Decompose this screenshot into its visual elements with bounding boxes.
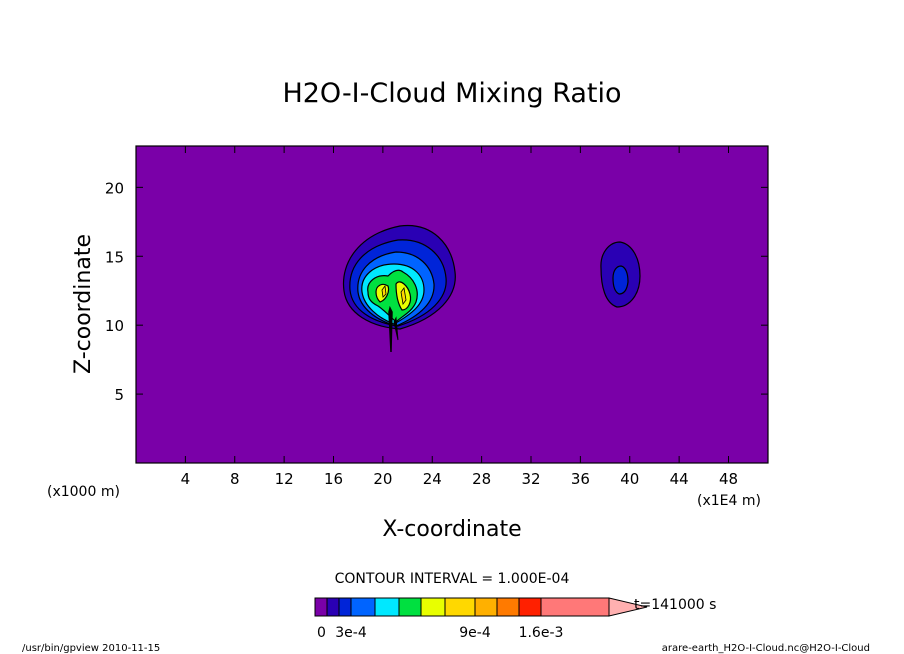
y-tick-label: 10 <box>105 317 124 335</box>
contour-spike <box>388 305 393 353</box>
colorbar-swatch <box>518 597 542 617</box>
y-tick-label: 20 <box>105 179 124 197</box>
x-tick-label: 48 <box>719 470 738 488</box>
colorbar-swatch <box>326 597 340 617</box>
x-tick-label: 16 <box>324 470 343 488</box>
plot-background <box>136 146 768 463</box>
colorbar-swatch <box>474 597 498 617</box>
contour-spike-2 <box>393 316 399 341</box>
x-tick-label: 28 <box>472 470 491 488</box>
x-scale-note: (x1E4 m) <box>697 493 761 509</box>
y-tick-label: 15 <box>105 248 124 266</box>
colorbar-swatch <box>374 597 400 617</box>
contour-level-7a <box>381 284 387 298</box>
colorbar-swatch <box>540 597 610 617</box>
x-tick-label: 4 <box>181 470 191 488</box>
x-tick-label: 36 <box>571 470 590 488</box>
main-cloud-contours <box>342 224 456 353</box>
colorbar-swatch <box>338 597 352 617</box>
y-axis: 5 10 15 20 <box>105 179 768 404</box>
plot-frame <box>135 145 769 464</box>
time-label: t=141000 s <box>634 597 716 613</box>
x-tick-label: 40 <box>620 470 639 488</box>
colorbar-swatch <box>420 597 446 617</box>
colorbar: 0 3e-4 9e-4 1.6e-3 <box>314 597 648 641</box>
y-axis-label: Z-coordinate <box>71 234 96 374</box>
colorbar-swatch <box>444 597 476 617</box>
footer-right: arare-earth_H2O-I-Cloud.nc@H2O-I-Cloud <box>662 643 870 654</box>
contour-interval-label: CONTOUR INTERVAL = 1.000E-04 <box>335 571 570 587</box>
x-tick-label: 12 <box>275 470 294 488</box>
x-tick-label: 20 <box>373 470 392 488</box>
colorbar-swatch <box>350 597 376 617</box>
footer-left: /usr/bin/gpview 2010-11-15 <box>22 643 160 654</box>
x-tick-label: 32 <box>521 470 540 488</box>
contour-level-7b <box>400 287 407 305</box>
x-tick-label: 24 <box>423 470 442 488</box>
x-axis-label: X-coordinate <box>382 517 521 542</box>
colorbar-swatch <box>398 597 422 617</box>
colorbar-label: 0 <box>317 625 326 641</box>
colorbar-label: 9e-4 <box>459 625 491 641</box>
x-axis: 4 8 12 16 20 24 28 32 36 40 44 48 <box>181 146 738 488</box>
x-tick-label: 44 <box>670 470 689 488</box>
y-tick-label: 5 <box>114 386 124 404</box>
colorbar-label: 1.6e-3 <box>519 625 564 641</box>
secondary-cloud-contours <box>600 241 641 308</box>
colorbar-extend-arrow <box>608 597 648 617</box>
x-unit-label: (x1000 m) <box>47 484 120 500</box>
x-tick-label: 8 <box>230 470 240 488</box>
contour-level-2b <box>612 265 629 295</box>
colorbar-swatch <box>314 597 328 617</box>
colorbar-swatch <box>496 597 520 617</box>
chart-title: H2O-I-Cloud Mixing Ratio <box>282 78 621 109</box>
colorbar-label: 3e-4 <box>335 625 367 641</box>
